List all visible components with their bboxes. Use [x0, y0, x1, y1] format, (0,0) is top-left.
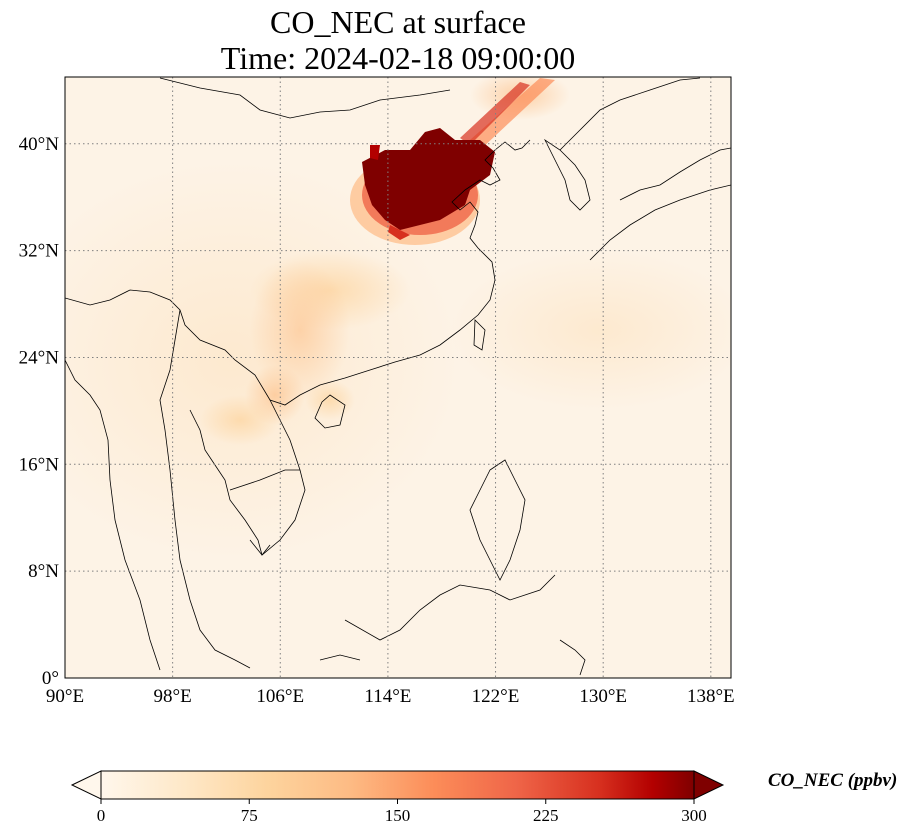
colorbar-extend-min	[70, 770, 102, 800]
map-gridlines	[65, 77, 731, 678]
map-panel	[65, 77, 731, 678]
colorbar-tick-label: 225	[533, 806, 559, 825]
lat-tick-label: 24°N	[19, 347, 60, 368]
lon-tick-label: 90°E	[46, 686, 84, 707]
concentration-field	[65, 77, 731, 560]
lon-tick-label: 98°E	[154, 686, 192, 707]
colorbar-tick-label: 75	[241, 806, 258, 825]
colorbar-tick-label: 300	[681, 806, 707, 825]
map-title: CO_NEC at surface	[270, 4, 526, 40]
lat-tick-label: 8°N	[28, 561, 59, 582]
map-subtitle-time: Time: 2024-02-18 09:00:00	[220, 40, 576, 76]
colorbar-tick-label: 0	[97, 806, 106, 825]
colorbar: 0 75 150 225 300	[70, 770, 725, 825]
co-plume-max	[362, 128, 495, 230]
coastlines	[65, 77, 731, 676]
lat-tick-label: 40°N	[19, 134, 60, 155]
lat-tick-label: 32°N	[19, 241, 60, 262]
colorbar-gradient	[100, 770, 695, 800]
lat-tick-label: 16°N	[19, 454, 60, 475]
lon-tick-labels: 90°E 98°E 106°E 114°E 122°E 130°E 138°E	[46, 686, 735, 707]
lon-tick-label: 106°E	[256, 686, 304, 707]
lon-tick-label: 130°E	[579, 686, 627, 707]
lon-tick-label: 122°E	[472, 686, 520, 707]
colorbar-label: CO_NEC (ppbv)	[768, 770, 898, 791]
map-frame	[64, 76, 732, 679]
colorbar-tick-label: 150	[385, 806, 411, 825]
lat-tick-label: 0°	[42, 668, 59, 689]
lon-tick-label: 114°E	[364, 686, 411, 707]
colorbar-extend-max	[693, 770, 725, 800]
colorbar-ticks: 0 75 150 225 300	[97, 799, 707, 825]
lat-tick-labels: 0° 8°N 16°N 24°N 32°N 40°N	[19, 134, 60, 689]
lon-tick-label: 138°E	[687, 686, 735, 707]
